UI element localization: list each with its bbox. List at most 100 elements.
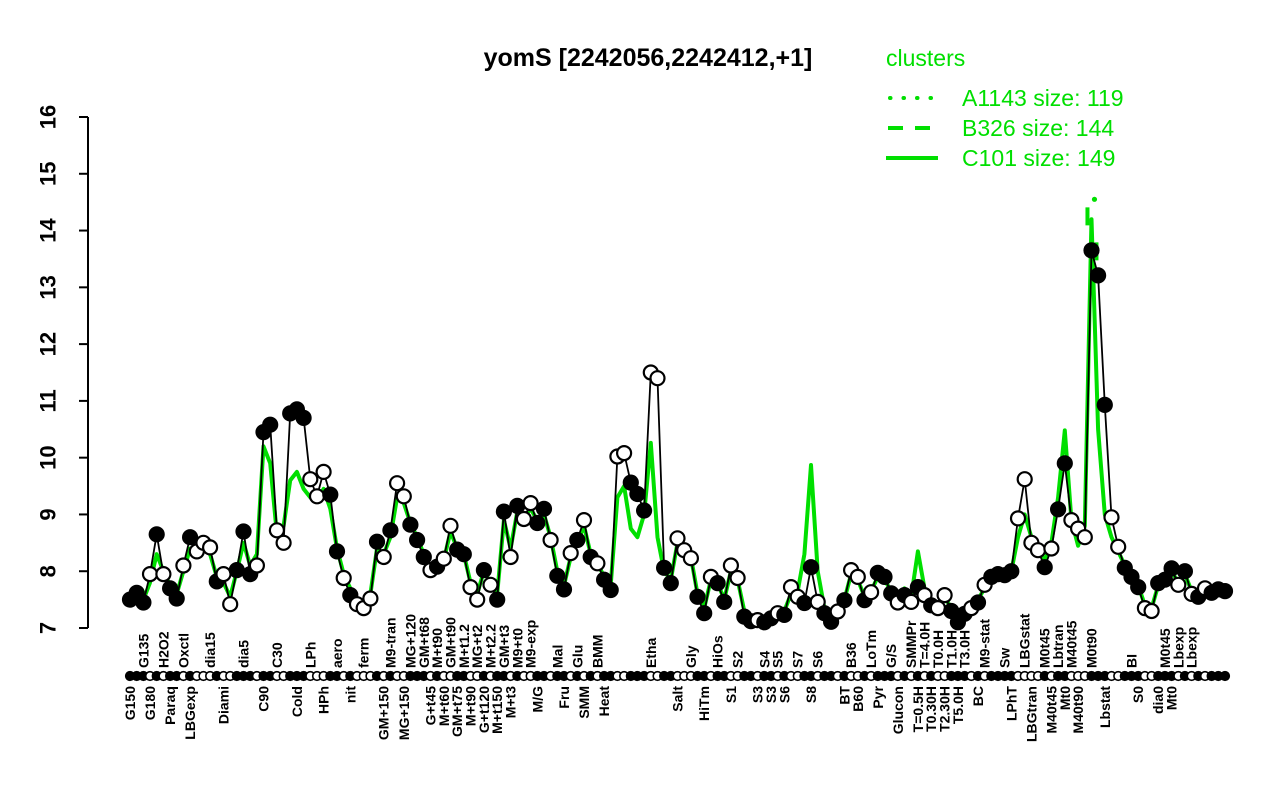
x-axis-condition-label: S6 (776, 686, 792, 703)
x-axis-condition-label: T5.0H (950, 686, 966, 724)
data-point-filled (168, 590, 185, 607)
y-axis-tick-label: 15 (36, 162, 61, 186)
data-point-open (248, 557, 265, 574)
data-point-open (562, 544, 579, 562)
x-axis-condition-label: M40t90 (1070, 686, 1086, 734)
data-point-filled (489, 591, 506, 608)
x-axis-condition-label: HiTm (696, 686, 712, 721)
data-point-filled (402, 516, 419, 533)
x-axis-condition-label: Oxctl (175, 633, 191, 668)
x-axis-condition-label: Glucon (890, 686, 906, 734)
x-axis-condition-label: LoTm (863, 630, 879, 668)
data-point-filled (235, 523, 252, 540)
data-point-open (649, 370, 666, 387)
x-axis-condition-label: MG+150 (396, 686, 412, 740)
data-point-filled (529, 514, 546, 532)
y-axis-tick-label: 10 (36, 445, 61, 469)
x-axis-condition-label: B60 (850, 686, 866, 712)
data-point-open (335, 569, 352, 587)
x-axis-condition-label: HiOs (710, 635, 726, 668)
x-axis-condition-label: T1.0H (943, 630, 959, 668)
x-axis-condition-label: Cold (289, 686, 305, 717)
x-axis-condition-label: M+t60 (436, 686, 452, 726)
data-point-filled (228, 561, 245, 579)
x-axis-condition-label: M0t45 (1157, 628, 1173, 668)
x-axis-condition-label: T0.0H (930, 630, 946, 668)
data-point-open (589, 555, 606, 572)
data-point-open (302, 471, 319, 488)
data-point-open (669, 530, 686, 547)
x-axis-condition-label: S3 (763, 686, 779, 703)
data-point-filled (549, 567, 566, 584)
x-axis-condition-label: M0t90 (1083, 628, 1099, 668)
data-point-open (1076, 529, 1093, 546)
y-axis: 7 8 9 10 11 12 13 14 15 16 (36, 105, 89, 634)
data-point-open (929, 599, 947, 617)
x-axis-condition-label: GM+t90 (442, 617, 458, 668)
x-axis-condition-label: Salt (670, 686, 686, 712)
data-point-open (1103, 509, 1120, 526)
y-axis-tick-label: 9 (36, 508, 61, 520)
legend-item-a1143: A1143 size: 119 (888, 85, 1124, 111)
data-point-filled (602, 581, 619, 599)
x-axis-condition-label: LBGtran (1023, 686, 1039, 742)
legend-label-a1143: A1143 size: 119 (962, 85, 1124, 111)
data-point-open (1043, 540, 1060, 557)
data-point-open (575, 511, 593, 529)
data-point-filled (1003, 563, 1020, 580)
data-point-filled (689, 588, 706, 605)
data-point-open (141, 565, 159, 583)
a1143-peak-dot (1091, 196, 1098, 202)
data-point-filled (555, 581, 573, 598)
data-point-open (1110, 538, 1127, 555)
data-point-filled (328, 543, 346, 560)
x-axis-condition-label: G150 (122, 686, 138, 720)
x-axis-condition-label: Mal (549, 645, 565, 668)
x-axis-condition-label: MG+120 (402, 614, 418, 668)
x-axis-condition-label: S2 (730, 651, 746, 668)
x-axis-condition-label: BC (970, 686, 986, 706)
expression-line (129, 249, 1226, 624)
x-axis-condition-label: aero (329, 638, 345, 668)
x-axis-condition-label: G+t120 (476, 686, 492, 733)
x-axis-condition-label: Etha (643, 637, 659, 668)
x-axis-condition-label: SMM (576, 686, 592, 719)
data-point-open (268, 522, 285, 539)
data-point-open (375, 548, 392, 566)
data-point-filled (1089, 267, 1107, 284)
x-axis-condition-label: S4 (756, 651, 772, 668)
y-axis-tick-label: 13 (36, 275, 61, 299)
data-point-open (729, 569, 746, 587)
x-axis-condition-label: M+t2.2 (483, 624, 499, 668)
data-point-filled (1176, 563, 1194, 580)
x-axis-condition-label: S8 (803, 686, 819, 703)
data-point-open (435, 550, 452, 567)
data-point-filled (1083, 242, 1100, 259)
x-axis-condition-label: C90 (256, 686, 272, 712)
data-point-filled (455, 546, 472, 563)
x-axis-condition-label: nit (342, 686, 358, 703)
y-axis-tick-label: 14 (36, 218, 61, 243)
data-point-filled (148, 526, 165, 543)
x-axis-condition-label: M/G (529, 686, 545, 713)
data-point-filled (1130, 578, 1147, 596)
x-axis-condition-label: M+t90 (463, 686, 479, 726)
data-point-filled (836, 592, 853, 609)
x-axis-condition-label: MG+t2 (469, 625, 485, 668)
x-axis-condition-label: LPhT (1003, 686, 1019, 721)
x-axis-condition-label: ferm (356, 638, 372, 668)
data-point-open (462, 578, 479, 596)
data-point-open (275, 534, 292, 551)
x-axis-condition-label: T=0.5H (910, 686, 926, 732)
data-point-open (308, 488, 326, 505)
x-axis-condition-label: Paraq (162, 686, 178, 725)
data-point-open (849, 568, 866, 586)
x-axis-condition-label: M40t45 (1043, 686, 1059, 734)
data-point-open (1029, 542, 1047, 559)
x-axis-condition-label: T0.30H (923, 686, 939, 732)
data-point-open (155, 565, 172, 583)
x-axis-condition-label: G135 (135, 634, 151, 668)
data-point-filled (969, 594, 987, 611)
data-point-open (469, 591, 486, 608)
